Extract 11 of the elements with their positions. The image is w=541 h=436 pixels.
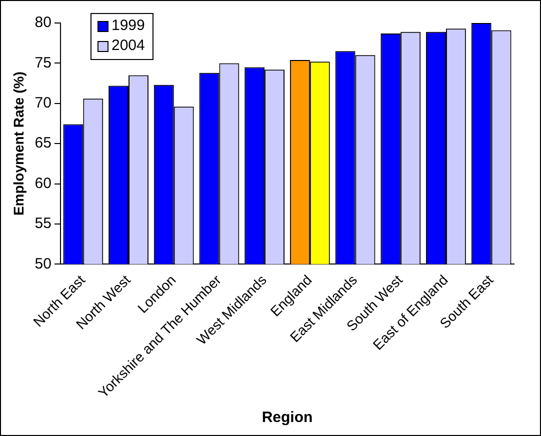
y-tick-label: 70 [34, 94, 52, 112]
legend-label: 1999 [111, 17, 145, 34]
y-tick-label: 65 [34, 134, 52, 152]
y-tick-label: 50 [34, 255, 52, 272]
y-axis-title: Employment Rate (%) [10, 72, 26, 216]
y-tick-label: 60 [34, 174, 52, 192]
y-tick-label: 55 [34, 215, 52, 232]
y-tick-label: 80 [34, 14, 52, 32]
y-tick-label: 75 [34, 54, 52, 72]
x-axis-title: Region [262, 409, 313, 426]
legend-label: 2004 [111, 37, 145, 54]
